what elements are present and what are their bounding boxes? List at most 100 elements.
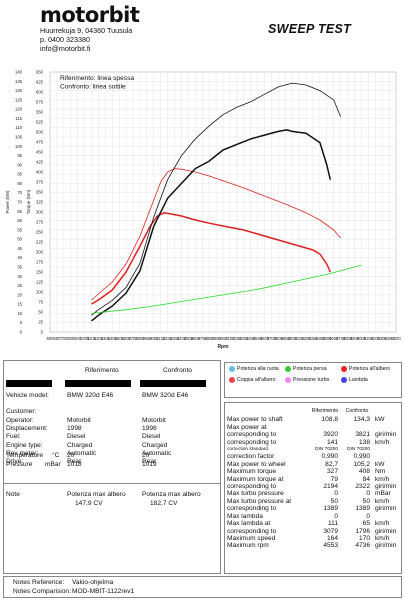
- legend-item: Potenza all'albero: [341, 366, 397, 372]
- results-unit: giri/min: [375, 431, 397, 439]
- results-label: Max power to wheel: [227, 460, 286, 468]
- results-ref: 2194: [323, 483, 338, 491]
- torque-tick-label: 375: [36, 180, 44, 185]
- results-ref: 3920: [323, 431, 338, 439]
- results-unit: [373, 513, 396, 520]
- results-label: Maximum torque at: [227, 475, 284, 483]
- x-tick-label: 3900: [281, 336, 291, 341]
- results-cmp: 84: [362, 475, 370, 483]
- legend-swatch: [285, 377, 291, 383]
- legend-label: Pressione turbo: [293, 377, 330, 383]
- results-cmp: 50: [362, 497, 370, 505]
- note-cmp-line1: Potenza max albero: [142, 491, 201, 498]
- series-line-3: [91, 129, 332, 322]
- x-tick-label: 1200: [94, 336, 104, 341]
- x-tick-label: 2200: [163, 336, 173, 341]
- x-tick-label: 4200: [301, 336, 311, 341]
- power-tick-label: 95: [17, 153, 22, 158]
- note-ref-line1: Potenza max albero: [67, 491, 126, 498]
- x-tick-label: 4600: [329, 336, 339, 341]
- vehicle-row-label: Operator:: [6, 417, 34, 424]
- power-tick-label: 115: [15, 116, 22, 121]
- redacted-field: [6, 380, 52, 387]
- notes-cmp-value: MOD-MBIT-1122rev1: [72, 588, 135, 595]
- results-row: Max power to wheel 82,7 105,2 kW: [227, 461, 396, 468]
- torque-tick-label: 650: [36, 70, 44, 75]
- torque-tick-label: 625: [36, 80, 44, 85]
- results-unit: [373, 424, 396, 431]
- results-table: Riferimento Confronto Max power to shaft 10…: [227, 408, 396, 550]
- x-tick-label: 500: [47, 336, 55, 341]
- legend-label: Coppia all'albero: [237, 377, 276, 383]
- legend-label: Potenza alla ruota: [237, 366, 279, 372]
- power-tick-label: 55: [17, 227, 22, 232]
- results-row: Max turbo pressure at 50 50 km/h: [227, 498, 396, 505]
- results-cmp: 65: [362, 520, 370, 528]
- x-tick-label: 1100: [87, 336, 97, 341]
- x-tick-label: 5500: [391, 336, 401, 341]
- power-tick-label: 75: [17, 190, 22, 195]
- x-tick-label: 1400: [108, 336, 118, 341]
- x-tick-label: 5000: [357, 336, 367, 341]
- results-cmp: DIN 70200: [347, 447, 370, 453]
- power-tick-label: 80: [17, 181, 22, 186]
- vehicle-row-ref: Rear: [67, 458, 82, 465]
- power-tick-label: 5: [20, 320, 23, 325]
- results-ref: 0,990: [321, 453, 338, 461]
- results-header-blank: [227, 408, 309, 416]
- results-unit: giri/min: [375, 542, 397, 550]
- legend-box: Potenza alla ruota Potenza persa Potenza a…: [224, 362, 402, 398]
- vehicle-row-cmp: Diesel: [142, 433, 161, 440]
- results-label: Maximum torque: [227, 468, 277, 476]
- vehicle-row-label: Displacement:: [6, 425, 48, 432]
- power-tick-label: 20: [17, 292, 22, 297]
- x-tick-label: 1900: [142, 336, 152, 341]
- results-cmp: [341, 424, 373, 431]
- torque-tick-label: 150: [36, 270, 44, 275]
- torque-tick-label: 200: [36, 250, 44, 255]
- power-tick-label: 105: [15, 135, 23, 140]
- x-tick-label: 4800: [343, 336, 353, 341]
- pressure-unit: mBar: [45, 461, 61, 468]
- results-col-cmp: Confronto: [345, 408, 369, 414]
- results-ref: 0: [334, 512, 338, 520]
- x-tick-label: 2900: [211, 336, 221, 341]
- results-row: Max power to shaft 108,8 134,3 kW: [227, 416, 396, 423]
- x-tick-label: 2700: [198, 336, 208, 341]
- vehicle-row-cmp: Motorbit: [142, 417, 166, 424]
- torque-tick-label: 75: [38, 300, 43, 305]
- legend-item: Potenza alla ruota: [229, 366, 285, 372]
- x-tick-label: 3200: [232, 336, 242, 341]
- power-tick-label: 110: [15, 125, 22, 130]
- results-ref: [309, 424, 341, 431]
- legend-item: Pressione turbo: [285, 377, 341, 383]
- vehicle-row-cmp: Charged: [142, 442, 168, 449]
- note-cmp-line2: 182,7 CV: [150, 500, 178, 507]
- legend-swatch: [341, 366, 347, 372]
- power-tick-label: 15: [17, 302, 22, 307]
- results-label: corresponding to: [227, 527, 277, 535]
- results-ref: 50: [330, 497, 338, 505]
- note-label: Note: [6, 491, 20, 498]
- legend-swatch: [285, 366, 291, 372]
- legend-item: Lambda: [341, 377, 397, 383]
- power-tick-label: 100: [15, 144, 23, 149]
- legend-swatch: [229, 377, 235, 383]
- power-tick-label: 0: [20, 330, 23, 335]
- results-ref: 0: [334, 490, 338, 498]
- power-tick-label: 120: [15, 107, 23, 112]
- results-cmp: 408: [358, 468, 370, 476]
- results-row: Max lambda 0 0: [227, 513, 396, 520]
- results-header-row: Riferimento Confronto: [227, 408, 396, 416]
- x-tick-label: 3300: [239, 336, 249, 341]
- results-label: corresponding to: [227, 438, 277, 446]
- results-col-ref: Riferimento: [311, 408, 339, 414]
- power-tick-label: 50: [17, 237, 22, 242]
- x-tick-label: 1600: [121, 336, 131, 341]
- results-unit: kW: [375, 460, 385, 468]
- x-tick-label: 4500: [322, 336, 332, 341]
- x-tick-label: 700: [60, 336, 68, 341]
- vehicle-row-label: Engine type:: [6, 442, 43, 449]
- torque-tick-label: 425: [36, 160, 44, 165]
- vehicle-row-cmp: Rear: [142, 458, 157, 465]
